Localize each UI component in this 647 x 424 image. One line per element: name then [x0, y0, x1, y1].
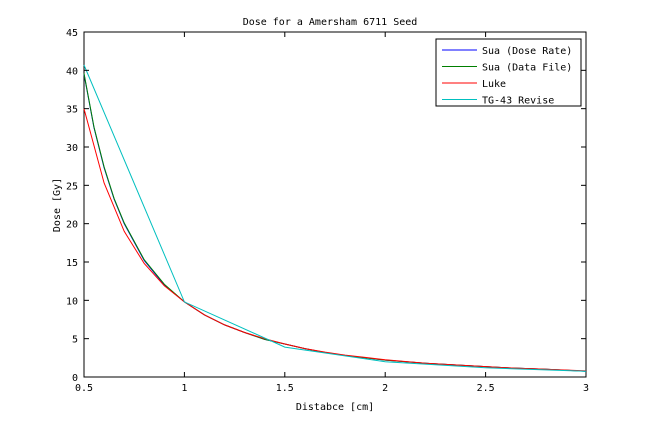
y-tick-label: 30 [66, 143, 78, 154]
x-tick-label: 1 [181, 383, 187, 394]
legend-label: Sua (Dose Rate) [482, 46, 572, 57]
y-tick-label: 20 [66, 220, 78, 231]
x-tick-label: 0.5 [75, 383, 93, 394]
series-line-sua-dose-rate [83, 74, 587, 372]
legend: Sua (Dose Rate) Sua (Data File) Luke TG-43 … [435, 38, 582, 107]
y-tick-label: 25 [66, 181, 78, 192]
x-tick-label: 1.5 [276, 383, 294, 394]
y-tick-label: 0 [72, 373, 78, 384]
y-tick-label: 45 [66, 28, 78, 39]
y-tick-label: 35 [66, 105, 78, 116]
legend-label: Sua (Data File) [482, 63, 572, 74]
x-tick-label: 2.5 [477, 383, 495, 394]
series-layer [83, 64, 587, 372]
legend-label: TG-43 Revise [482, 96, 554, 107]
y-tick-label: 40 [66, 66, 78, 77]
series-line-tg-43-revise [83, 64, 587, 372]
x-axis-label: Distabce [cm] [296, 402, 374, 413]
legend-label: Luke [482, 79, 506, 90]
series-line-luke [83, 108, 587, 372]
y-tick-label: 5 [72, 335, 78, 346]
y-tick-label: 15 [66, 258, 78, 269]
x-tick-label: 3 [583, 383, 589, 394]
x-tick-label: 2 [382, 383, 388, 394]
y-tick-label: 10 [66, 296, 78, 307]
plot-frame [83, 31, 587, 378]
series-line-sua-data-file [83, 73, 587, 372]
y-axis-label: Dose [Gy] [52, 178, 63, 232]
chart-title: Dose for a Amersham 6711 Seed [243, 17, 418, 28]
